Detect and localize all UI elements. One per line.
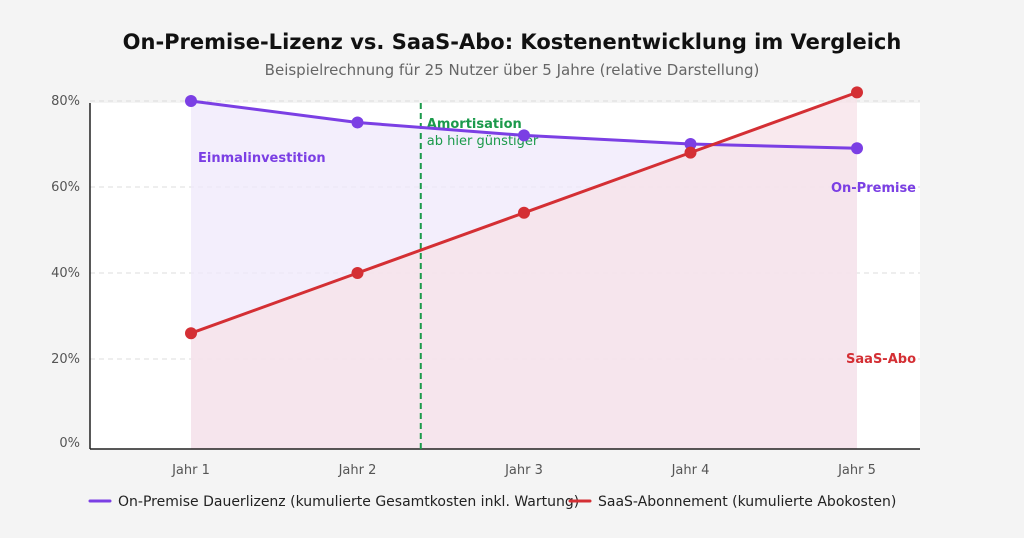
saas-area [191,92,857,450]
x-tick-label: Jahr 1 [171,463,210,478]
onprem-point [518,129,530,142]
y-tick-label: 20% [51,352,80,367]
y-tick-label: 40% [51,266,80,281]
legend-label: On-Premise Dauerlizenz (kumulierte Gesam… [118,494,579,510]
chart-title: On-Premise-Lizenz vs. SaaS-Abo: Kostenen… [123,30,902,54]
saas-point [351,267,364,279]
saas-point [684,146,697,159]
axes: 0% 20% 40% 60% 80% Jahr 1 Jahr 2 Jahr 3 Jahr 4 Ja… [51,94,920,478]
x-tick-label: Jahr 4 [671,463,710,478]
legend-label: SaaS-Abonnement (kumulierte Abokosten) [598,494,896,510]
x-tick-label: Jahr 5 [837,463,876,478]
saas-point [185,327,197,340]
y-tick-label: 60% [51,180,80,195]
legend: On-Premise Dauerlizenz (kumulierte Gesam… [88,494,896,510]
saas-point [518,206,530,219]
point-layer [185,86,863,340]
x-tick-label: Jahr 2 [338,463,377,478]
onprem-point [185,95,197,107]
saas-end-label: SaaS-Abo [846,352,916,367]
saas-point [851,86,863,99]
y-tick-label: 80% [51,94,80,109]
onprem-end-label: On-Premise [831,181,916,196]
onprem-point [351,116,364,129]
onprem-point [851,142,863,155]
onprem-start-label: Einmalinvestition [198,151,326,166]
label-layer: Einmalinvestition On-Premise SaaS-Abo [198,151,916,367]
area-layer [191,92,857,450]
onprem-point [684,138,697,150]
amortisation-sublabel: ab hier günstiger [427,134,539,149]
chart-subtitle: Beispielrechnung für 25 Nutzer über 5 Ja… [265,61,760,79]
y-tick-label: 0% [59,436,80,451]
x-tick-label: Jahr 3 [504,463,543,478]
